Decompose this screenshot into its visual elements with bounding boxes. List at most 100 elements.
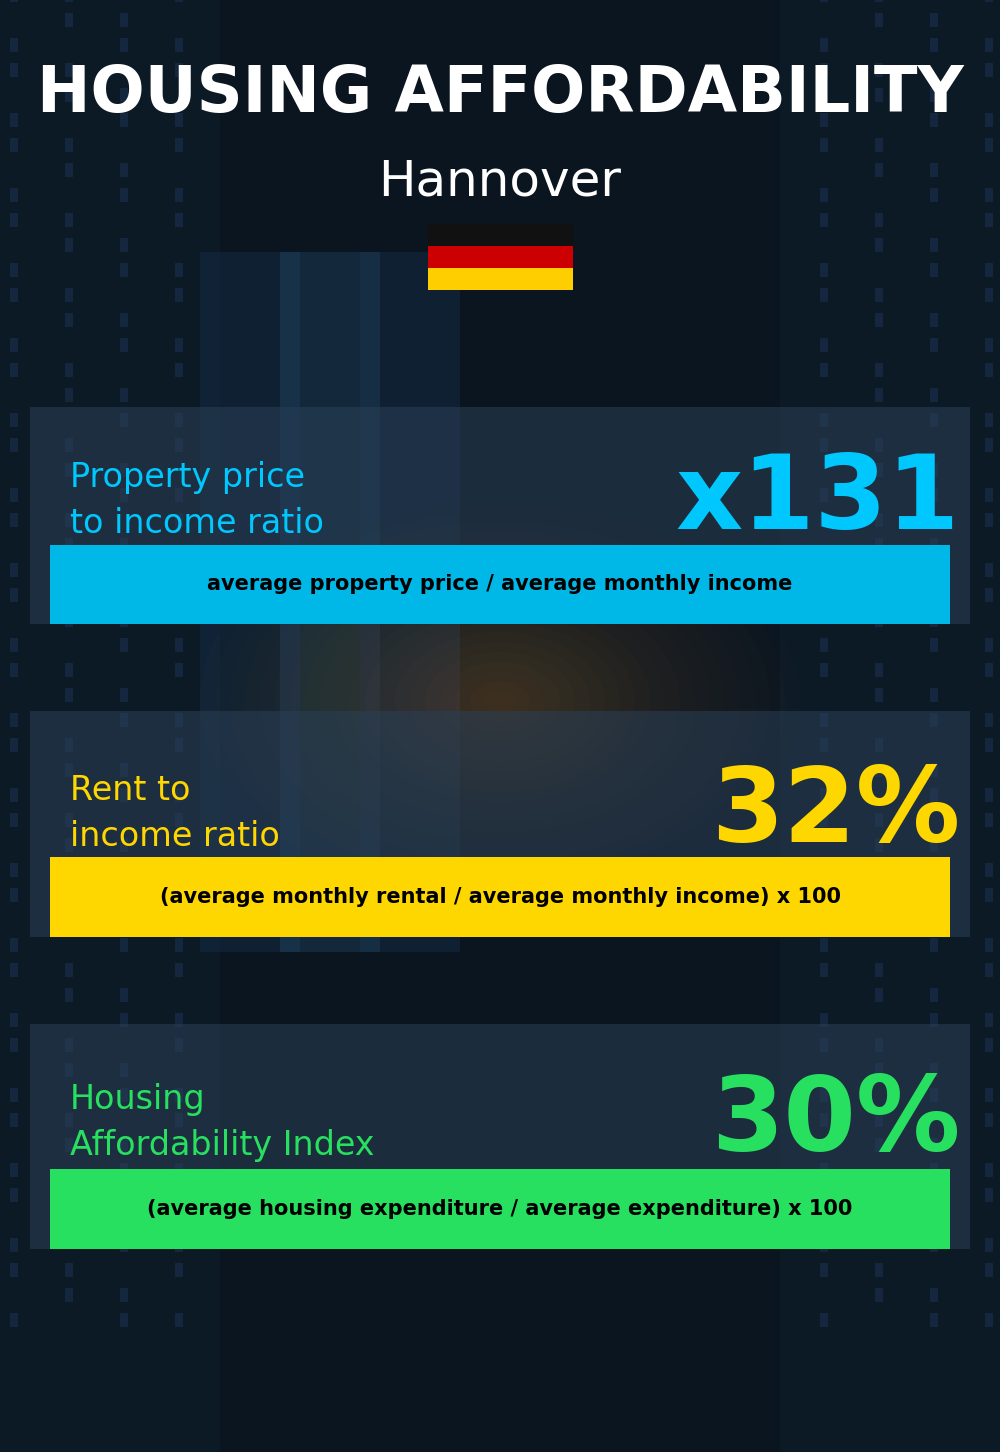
- Bar: [10, 138, 18, 152]
- Bar: [820, 664, 828, 677]
- Bar: [930, 13, 938, 28]
- Bar: [875, 1288, 883, 1302]
- Bar: [930, 987, 938, 1002]
- Bar: [930, 838, 938, 852]
- Bar: [930, 238, 938, 253]
- Bar: [985, 664, 993, 677]
- Bar: [175, 1114, 183, 1127]
- Bar: [65, 513, 73, 527]
- Bar: [820, 889, 828, 902]
- Bar: [985, 1038, 993, 1053]
- Bar: [428, 245, 572, 269]
- Bar: [120, 238, 128, 253]
- Bar: [820, 513, 828, 527]
- Bar: [930, 263, 938, 277]
- Bar: [175, 938, 183, 953]
- Bar: [820, 713, 828, 727]
- Bar: [875, 762, 883, 777]
- Bar: [930, 38, 938, 52]
- Text: Property price
to income ratio: Property price to income ratio: [70, 462, 324, 540]
- Bar: [65, 738, 73, 752]
- Bar: [65, 287, 73, 302]
- Bar: [65, 62, 73, 77]
- Bar: [10, 1163, 18, 1178]
- Bar: [985, 788, 993, 802]
- Bar: [120, 463, 128, 478]
- Text: HOUSING AFFORDABILITY: HOUSING AFFORDABILITY: [37, 64, 963, 125]
- Bar: [175, 363, 183, 378]
- Bar: [985, 588, 993, 603]
- Bar: [930, 913, 938, 926]
- Bar: [985, 1188, 993, 1202]
- Bar: [120, 163, 128, 177]
- Bar: [120, 563, 128, 576]
- Bar: [985, 563, 993, 576]
- Bar: [985, 213, 993, 227]
- Bar: [985, 412, 993, 427]
- Bar: [985, 637, 993, 652]
- Bar: [65, 539, 73, 552]
- Bar: [820, 862, 828, 877]
- Bar: [820, 439, 828, 452]
- Bar: [10, 713, 18, 727]
- Bar: [930, 788, 938, 802]
- Bar: [175, 412, 183, 427]
- Bar: [930, 488, 938, 502]
- Bar: [175, 1088, 183, 1102]
- Bar: [50, 1169, 950, 1249]
- Bar: [820, 113, 828, 126]
- Bar: [65, 314, 73, 327]
- Bar: [175, 713, 183, 727]
- Bar: [875, 62, 883, 77]
- Bar: [120, 38, 128, 52]
- Bar: [820, 1038, 828, 1053]
- Bar: [120, 1313, 128, 1327]
- Bar: [65, 664, 73, 677]
- Bar: [820, 338, 828, 351]
- Bar: [985, 0, 993, 1]
- Bar: [930, 1013, 938, 1027]
- Bar: [820, 287, 828, 302]
- Bar: [930, 613, 938, 627]
- Bar: [820, 1239, 828, 1252]
- Bar: [65, 762, 73, 777]
- Bar: [175, 788, 183, 802]
- Bar: [65, 1114, 73, 1127]
- Text: Housing
Affordability Index: Housing Affordability Index: [70, 1083, 374, 1162]
- Bar: [820, 938, 828, 953]
- Bar: [875, 738, 883, 752]
- Bar: [175, 588, 183, 603]
- Bar: [985, 1013, 993, 1027]
- Bar: [875, 13, 883, 28]
- Bar: [875, 439, 883, 452]
- Bar: [65, 439, 73, 452]
- Text: 30%: 30%: [711, 1072, 960, 1173]
- Text: (average monthly rental / average monthly income) x 100: (average monthly rental / average monthl…: [160, 887, 840, 906]
- Bar: [120, 338, 128, 351]
- Bar: [820, 788, 828, 802]
- Bar: [875, 913, 883, 926]
- Bar: [820, 1188, 828, 1202]
- Bar: [985, 488, 993, 502]
- Bar: [820, 213, 828, 227]
- Bar: [820, 1114, 828, 1127]
- Bar: [820, 738, 828, 752]
- Bar: [120, 488, 128, 502]
- Bar: [985, 1239, 993, 1252]
- Bar: [120, 1063, 128, 1077]
- Bar: [930, 89, 938, 102]
- Bar: [875, 1038, 883, 1053]
- Bar: [175, 488, 183, 502]
- Bar: [0, 0, 220, 1452]
- Bar: [875, 664, 883, 677]
- Text: (average housing expenditure / average expenditure) x 100: (average housing expenditure / average e…: [147, 1199, 853, 1218]
- Bar: [10, 412, 18, 427]
- Bar: [175, 0, 183, 1]
- Bar: [875, 1188, 883, 1202]
- Bar: [820, 1088, 828, 1102]
- Bar: [10, 38, 18, 52]
- Bar: [120, 713, 128, 727]
- Bar: [175, 287, 183, 302]
- Bar: [10, 738, 18, 752]
- Bar: [65, 913, 73, 926]
